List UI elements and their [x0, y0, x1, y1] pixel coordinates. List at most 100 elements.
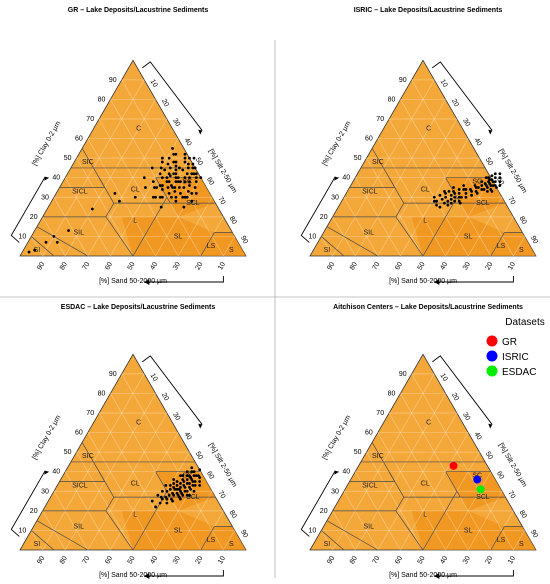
data-point: [186, 190, 190, 193]
data-point: [174, 168, 178, 172]
data-point: [179, 191, 182, 195]
tick-sand: 90: [326, 261, 336, 271]
data-point: [160, 160, 164, 164]
class-label-sc: SC: [182, 178, 192, 185]
class-label-l: L: [133, 218, 137, 225]
class-label-c: C: [136, 126, 141, 133]
tick-silt: 50: [484, 157, 494, 167]
class-label-si: SI: [324, 247, 331, 254]
class-region-shade-1: [121, 510, 215, 550]
tick-clay: 10: [309, 527, 317, 534]
tick-sand: 30: [462, 555, 472, 565]
class-boundary: [81, 148, 100, 178]
data-point: [158, 195, 162, 199]
panel-title: ESDAC – Lake Deposits/Lacustrine Sedimen…: [61, 304, 216, 311]
data-point: [174, 180, 178, 184]
data-point: [190, 191, 194, 195]
panel-title: GR – Lake Deposits/Lacustrine Sediments: [68, 7, 209, 14]
axis-label-sand: [%] Sand 50-2000 µm: [99, 572, 167, 579]
data-point: [158, 501, 162, 505]
data-point: [194, 191, 198, 195]
data-point: [172, 172, 176, 176]
tick-sand: 50: [417, 555, 427, 565]
data-point: [460, 195, 463, 199]
tick-silt: 60: [495, 470, 505, 480]
data-point: [158, 172, 162, 176]
data-point: [443, 201, 446, 205]
tick-silt: 60: [205, 470, 215, 480]
data-point: [179, 482, 182, 485]
data-point: [166, 186, 170, 189]
data-point: [168, 166, 172, 170]
tick-silt: 10: [439, 372, 449, 382]
data-point: [27, 250, 31, 254]
tick-clay: 70: [376, 410, 384, 417]
tick-sand: 40: [149, 555, 159, 565]
class-boundary: [105, 496, 115, 512]
arrowhead-clay: [334, 176, 340, 181]
tick-sand: 90: [36, 261, 46, 271]
data-point: [198, 468, 202, 472]
data-point: [151, 195, 155, 199]
class-region-shade-1: [121, 216, 215, 256]
class-label-sic: SIC: [82, 159, 94, 166]
arrow-silt: [432, 355, 493, 425]
class-label-l: L: [423, 218, 427, 225]
data-point: [160, 188, 164, 191]
data-point: [480, 180, 484, 184]
legend-title: Datasets: [505, 317, 544, 328]
grid-line: [177, 197, 213, 257]
class-label-ls: LS: [497, 243, 506, 250]
tick-silt: 40: [472, 431, 482, 441]
grid-line: [223, 530, 236, 551]
tick-clay: 90: [109, 371, 117, 378]
data-point: [174, 195, 178, 199]
data-point: [171, 491, 174, 495]
class-region-shade-1: [411, 510, 505, 550]
tick-sand: 70: [82, 261, 92, 271]
centroid-gr: [449, 461, 458, 470]
class-region-shade-2: [445, 177, 506, 217]
tick-silt: 90: [239, 529, 249, 539]
data-point: [493, 172, 497, 176]
class-label-cl: CL: [131, 186, 140, 193]
data-point: [183, 156, 187, 160]
data-point: [176, 176, 180, 180]
arrow-sand: [144, 276, 224, 283]
data-point: [490, 174, 494, 178]
data-point: [172, 152, 176, 156]
data-point: [199, 176, 203, 180]
tick-sand: 20: [485, 261, 495, 271]
tick-clay: 80: [98, 390, 106, 397]
data-point: [165, 501, 169, 505]
data-point: [167, 493, 171, 497]
data-point: [168, 174, 172, 178]
tick-silt: 60: [205, 176, 215, 186]
tick-clay: 10: [309, 233, 317, 240]
data-point: [181, 195, 185, 199]
data-point: [181, 474, 185, 478]
data-point: [194, 176, 198, 180]
class-region-shade-1: [411, 216, 505, 256]
data-point: [198, 480, 202, 483]
tick-silt: 90: [529, 529, 539, 539]
data-point: [469, 188, 472, 191]
class-boundary: [98, 177, 106, 188]
grid-line: [445, 177, 492, 257]
grid-line: [467, 491, 503, 551]
data-point: [174, 176, 178, 180]
data-point: [90, 207, 94, 211]
class-label-s: S: [519, 541, 524, 548]
grid-line: [155, 177, 202, 257]
data-point: [67, 229, 70, 232]
grid-line: [87, 412, 168, 551]
data-point: [452, 190, 455, 193]
tick-clay: 60: [365, 430, 373, 437]
grid-line: [400, 393, 492, 551]
class-boundary: [388, 471, 396, 482]
class-boundary: [105, 216, 134, 257]
class-label-sil: SIL: [364, 523, 375, 530]
data-point: [191, 480, 195, 483]
legend-marker-gr: [486, 335, 498, 347]
tick-clay: 90: [399, 371, 407, 378]
